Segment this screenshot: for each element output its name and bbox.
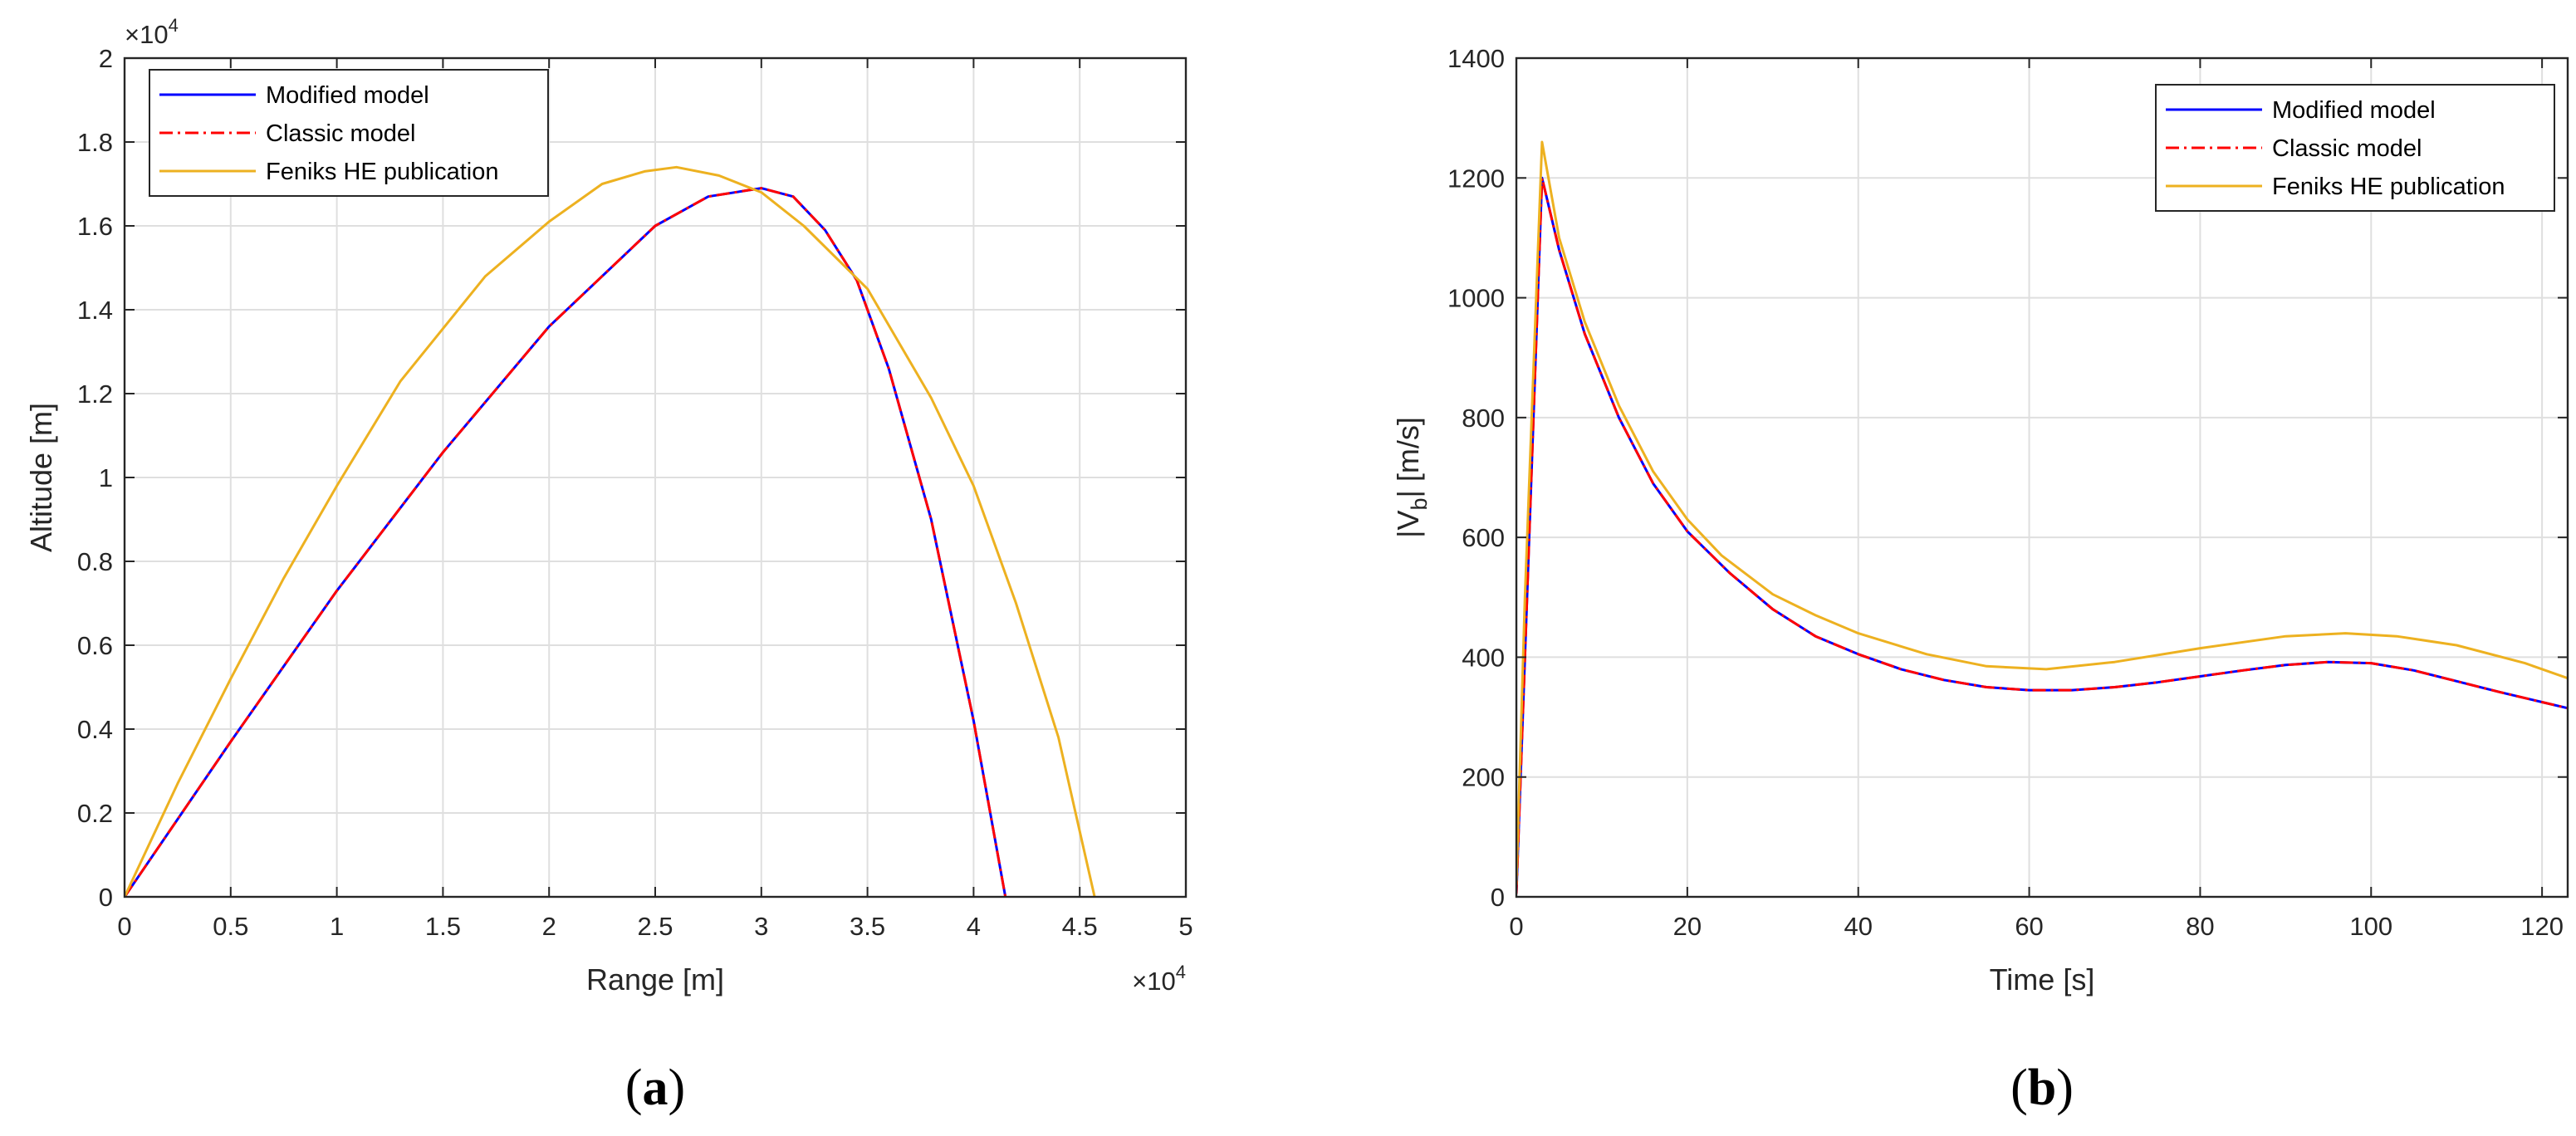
y-tick-label: 0 [99, 883, 113, 912]
x-tick-label: 2 [542, 912, 556, 941]
legend-label: Classic model [2272, 135, 2422, 162]
x-tick-label: 1 [330, 912, 344, 941]
legend-label: Feniks HE publication [266, 159, 498, 185]
y-multiplier-base: ×10 [125, 20, 169, 49]
x-tick-label: 80 [2186, 912, 2214, 941]
legend: Modified model Classic model Feniks HE pub… [149, 69, 549, 197]
y-tick-label: 1.6 [77, 212, 113, 241]
subfigure-caption: (a) [625, 1060, 685, 1116]
y-tick-label: 2 [99, 44, 113, 73]
y-tick-label: 600 [1462, 523, 1505, 552]
caption-open: ( [625, 1060, 643, 1116]
x-axis-label: Range [m] [586, 962, 724, 996]
series-line-modified-model [1516, 176, 2568, 894]
axes-box [1515, 56, 2569, 899]
x-multiplier-exp: 4 [1176, 962, 1186, 982]
caption-letter: a [643, 1060, 668, 1116]
series-group [1516, 140, 2568, 894]
series-line-feniks-he-publication [1516, 140, 2568, 885]
chart-a: 0 0.5 1 1.5 2 2.5 3 3.5 4 4.5 5 0 0.2 0.4 0.6 0.8 1 1.2 1.… [24, 15, 1193, 1116]
x-tick-label: 4 [967, 912, 981, 941]
y-tick-label: 1200 [1447, 164, 1505, 193]
y-tick-label: 1 [99, 463, 113, 492]
y-tick-label: 0.6 [77, 631, 113, 660]
y-tick-label: 0 [1491, 883, 1505, 912]
series-line-modified-model [125, 187, 1007, 897]
y-multiplier: ×104 [125, 15, 179, 49]
x-axis-label: Time [s] [1990, 962, 2095, 996]
y-tick-label: 200 [1462, 763, 1505, 792]
caption-close: ) [668, 1060, 686, 1116]
y-tick-label: 400 [1462, 643, 1505, 672]
x-tick-label: 40 [1844, 912, 1872, 941]
x-tick-label: 0 [117, 912, 131, 941]
legend-label: Classic model [266, 120, 416, 147]
y-tick-label: 800 [1462, 404, 1505, 433]
series-line-classic-model [125, 187, 1007, 897]
caption-letter: b [2028, 1060, 2056, 1116]
x-tick-label: 2.5 [637, 912, 673, 941]
subfigure-caption: (b) [2010, 1060, 2074, 1116]
legend: Modified model Classic model Feniks HE pub… [2155, 84, 2555, 212]
x-tick-label: 3 [754, 912, 768, 941]
x-multiplier: ×104 [1132, 962, 1186, 996]
x-tick-label: 1.5 [425, 912, 461, 941]
caption-close: ) [2056, 1060, 2074, 1116]
y-axis-label: Altitude [m] [24, 403, 58, 552]
x-tick-label: 120 [2520, 912, 2564, 941]
series-line-classic-model [1516, 176, 2568, 894]
x-tick-label: 3.5 [850, 912, 885, 941]
caption-open: ( [2010, 1060, 2028, 1116]
legend-label: Modified model [266, 82, 429, 109]
y-axis-label-post: | [m/s] [1391, 417, 1425, 497]
y-tick-label: 1.2 [77, 379, 113, 409]
x-tick-label: 60 [2015, 912, 2043, 941]
y-tick-label: 0.8 [77, 547, 113, 576]
y-axis-label-pre: |V [1391, 511, 1425, 538]
y-tick-label: 0.2 [77, 799, 113, 828]
x-tick-label: 0 [1509, 912, 1523, 941]
x-tick-label: 5 [1178, 912, 1193, 941]
x-tick-label: 0.5 [213, 912, 248, 941]
series-group [125, 165, 1096, 897]
y-axis-label: |Vb| [m/s] [1391, 417, 1432, 538]
y-tick-label: 0.4 [77, 715, 113, 744]
legend-label: Modified model [2272, 97, 2436, 124]
y-axis-label-sub: b [1407, 497, 1432, 510]
y-tick-label: 1000 [1447, 284, 1505, 313]
x-tick-label: 20 [1673, 912, 1702, 941]
y-tick-label: 1400 [1447, 44, 1505, 73]
y-tick-label: 1.4 [77, 296, 113, 325]
x-tick-label: 100 [2349, 912, 2392, 941]
y-multiplier-exp: 4 [169, 15, 179, 36]
y-tick-label: 1.8 [77, 128, 113, 157]
legend-label: Feniks HE publication [2272, 174, 2505, 200]
series-line-feniks-he-publication [125, 165, 1096, 897]
x-multiplier-base: ×10 [1132, 967, 1176, 996]
x-tick-label: 4.5 [1062, 912, 1098, 941]
chart-b: 0 20 40 60 80 100 1200200400600800100012001400… [1391, 44, 2569, 1116]
